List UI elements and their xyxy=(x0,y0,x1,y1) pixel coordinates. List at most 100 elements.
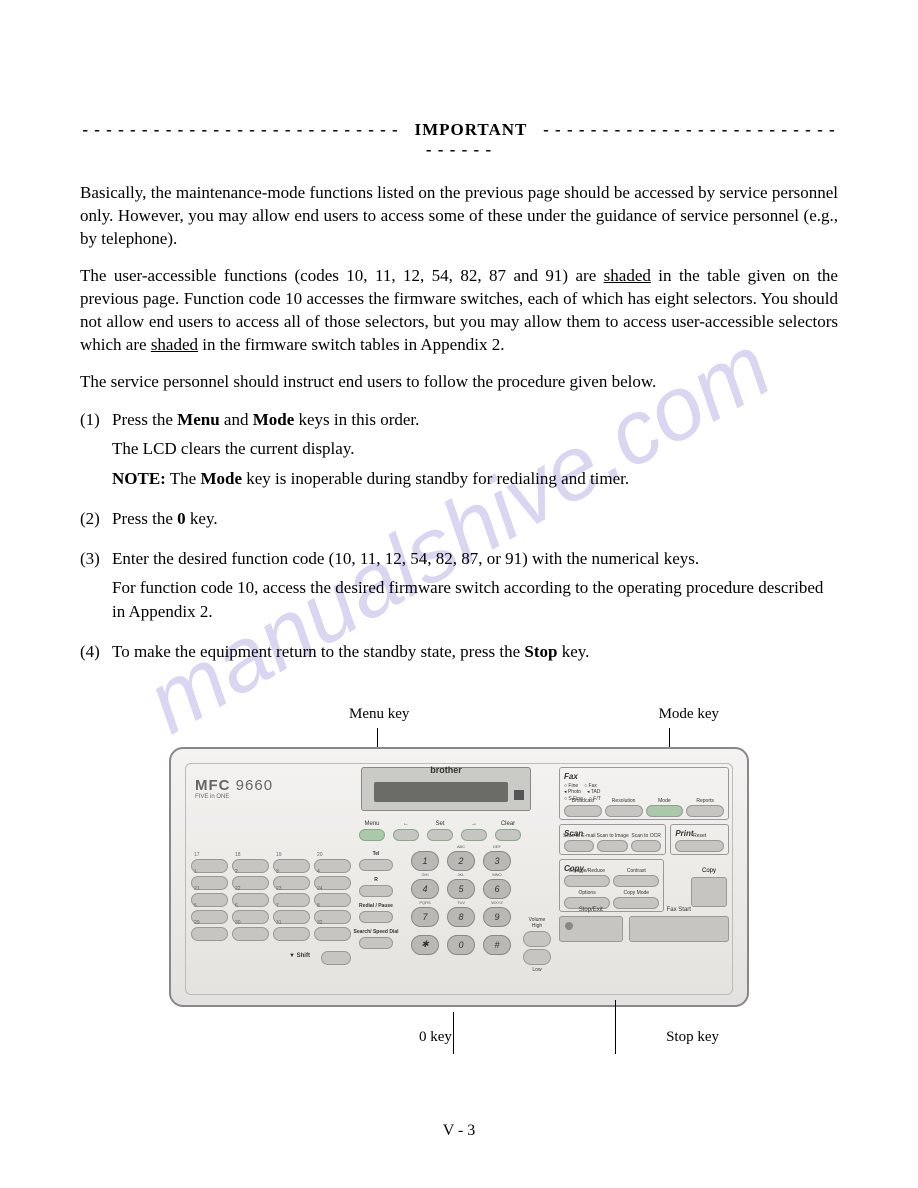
callout-line-stop xyxy=(615,1000,616,1054)
s1l3d: key is inoperable during standby for red… xyxy=(242,469,629,488)
key-7[interactable]: 7 xyxy=(411,907,439,927)
s2l1b: 0 xyxy=(177,509,186,528)
s1l1c: and xyxy=(220,410,253,429)
scan-email-button[interactable] xyxy=(564,840,594,852)
paragraph-2: The user-accessible functions (codes 10,… xyxy=(80,265,838,357)
callout-zero-key: 0 key xyxy=(419,1029,452,1046)
copy-button[interactable] xyxy=(691,877,727,907)
volume-group: Volume High Low xyxy=(523,917,551,973)
copymode-button[interactable] xyxy=(613,897,659,909)
callout-stop-key: Stop key xyxy=(666,1029,719,1046)
fax-start-button[interactable] xyxy=(629,916,729,942)
sd-17[interactable] xyxy=(191,927,228,941)
nav-left-button[interactable] xyxy=(393,829,419,841)
p2-shaded-2: shaded xyxy=(151,335,198,354)
lcd-area: brother xyxy=(361,767,531,811)
scan-box: Scan xyxy=(559,824,666,855)
logo-num: 9660 xyxy=(231,777,274,794)
step-3: (3) Enter the desired function code (10,… xyxy=(80,547,838,630)
s1l3c: Mode xyxy=(200,469,242,488)
lcd-brand: brother xyxy=(430,765,462,775)
logo-sub: FIVE in ONE xyxy=(195,794,273,800)
callout-menu-key: Menu key xyxy=(349,706,409,723)
menu-button[interactable] xyxy=(359,829,385,841)
s2l1a: Press the xyxy=(112,509,177,528)
p2-a: The user-accessible functions (codes 10,… xyxy=(80,266,604,285)
broadcast-button[interactable] xyxy=(564,805,602,817)
device-panel: MFC 9660 FIVE in ONE brother 1 2 3 4 xyxy=(169,747,749,1007)
step-4-num: (4) xyxy=(80,640,112,670)
key-5[interactable]: 5 xyxy=(447,879,475,899)
r-button[interactable] xyxy=(359,885,393,897)
key-hash[interactable]: # xyxy=(483,935,511,955)
logo-mfc: MFC xyxy=(195,777,231,794)
s4l1a: To make the equipment return to the stan… xyxy=(112,642,524,661)
key-2[interactable]: 2 xyxy=(447,851,475,871)
s1l3a: NOTE: xyxy=(112,469,166,488)
paragraph-1: Basically, the maintenance-mode function… xyxy=(80,182,838,251)
clear-button[interactable] xyxy=(495,829,521,841)
key-8[interactable]: 8 xyxy=(447,907,475,927)
redial-button[interactable] xyxy=(359,911,393,923)
key-star[interactable]: ✱ xyxy=(411,935,439,955)
reports-button[interactable] xyxy=(686,805,724,817)
stop-led-icon xyxy=(565,922,573,930)
s1l1b: Menu xyxy=(177,410,220,429)
vol-high-label: High xyxy=(523,923,551,929)
step-2: (2) Press the 0 key. xyxy=(80,507,838,537)
key-6[interactable]: 6 xyxy=(483,879,511,899)
callout-line-zero xyxy=(453,1012,454,1054)
fax-box: Fax ○ Fine○ Fax ◂ Photo◂ TAD ○ S.Fine○ F… xyxy=(559,767,729,821)
tel-button[interactable] xyxy=(359,859,393,871)
sd-19[interactable] xyxy=(273,927,310,941)
important-header: - - - - - - - - - - - - - - - - - - - - … xyxy=(80,120,838,160)
lcd-screen xyxy=(374,782,508,802)
step-1: (1) Press the Menu and Mode keys in this… xyxy=(80,408,838,497)
step-1-num: (1) xyxy=(80,408,112,497)
search-button[interactable] xyxy=(359,937,393,949)
s1l1a: Press the xyxy=(112,410,177,429)
resolution-button[interactable] xyxy=(605,805,643,817)
key-0[interactable]: 0 xyxy=(447,935,475,955)
s1l3b: The xyxy=(166,469,201,488)
shift-button[interactable] xyxy=(321,951,351,965)
device-logo: MFC 9660 FIVE in ONE xyxy=(195,777,273,800)
vol-up-button[interactable] xyxy=(523,931,551,947)
keypad: 1 2 3 4 5 6 7 8 9 ✱ 0 # xyxy=(411,851,511,955)
set-button[interactable] xyxy=(427,829,453,841)
step-2-num: (2) xyxy=(80,507,112,537)
mode-button[interactable] xyxy=(646,805,684,817)
page-number: V - 3 xyxy=(443,1122,476,1140)
reset-button[interactable] xyxy=(675,840,724,852)
print-box: Print xyxy=(670,824,729,855)
paragraph-3: The service personnel should instruct en… xyxy=(80,371,838,394)
scan-ocr-button[interactable] xyxy=(631,840,661,852)
nav-right-button[interactable] xyxy=(461,829,487,841)
stop-button[interactable] xyxy=(559,916,623,942)
steps-list: (1) Press the Menu and Mode keys in this… xyxy=(80,408,838,670)
s1l1d: Mode xyxy=(253,410,295,429)
vol-low-label: Low xyxy=(523,967,551,973)
scan-image-button[interactable] xyxy=(597,840,627,852)
sd-20[interactable] xyxy=(314,927,351,941)
s1l2: The LCD clears the current display. xyxy=(112,437,838,461)
p2-shaded-1: shaded xyxy=(604,266,651,285)
nav-row xyxy=(359,829,521,841)
callout-mode-key: Mode key xyxy=(659,706,719,723)
key-3[interactable]: 3 xyxy=(483,851,511,871)
step-3-num: (3) xyxy=(80,547,112,630)
contrast-button[interactable] xyxy=(613,875,659,887)
enlarge-button[interactable] xyxy=(564,875,610,887)
key-1[interactable]: 1 xyxy=(411,851,439,871)
header-dashes-left: - - - - - - - - - - - - - - - - - - - - … xyxy=(82,120,398,139)
key-9[interactable]: 9 xyxy=(483,907,511,927)
s1l1e: keys in this order. xyxy=(294,410,419,429)
s2l1c: key. xyxy=(186,509,218,528)
vol-down-button[interactable] xyxy=(523,949,551,965)
sd-18[interactable] xyxy=(232,927,269,941)
speed-dial-grid xyxy=(191,859,351,941)
fax-title: Fax xyxy=(564,772,724,781)
key-4[interactable]: 4 xyxy=(411,879,439,899)
s4l1c: key. xyxy=(557,642,589,661)
s3l1: Enter the desired function code (10, 11,… xyxy=(112,547,838,571)
